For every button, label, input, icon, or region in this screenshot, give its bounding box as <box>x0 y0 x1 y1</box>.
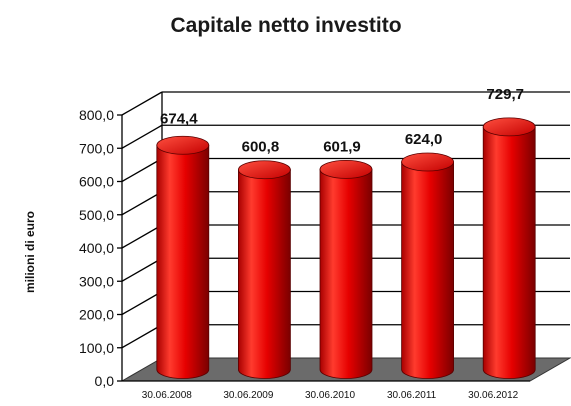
x-tick-label: 30.06.2011 <box>387 390 437 401</box>
y-axis-title: milioni di euro <box>23 211 37 293</box>
bar-body <box>319 168 373 379</box>
y-tick-label: 600,0 <box>79 174 114 190</box>
data-label: 624,0 <box>405 131 443 148</box>
bar <box>319 159 373 379</box>
gridline-diagonal <box>121 324 163 349</box>
data-label: 674,4 <box>160 110 198 127</box>
bars <box>156 117 536 379</box>
bar-body <box>156 144 210 379</box>
bar <box>401 152 455 379</box>
data-labels: 674,4 600,8 601,9 624,0 729,7 <box>160 86 524 156</box>
bar-cap <box>237 160 291 180</box>
x-axis: 30.06.2008 30.06.2009 30.06.2010 30.06.2011… <box>142 390 519 401</box>
data-label: 600,8 <box>242 139 280 156</box>
gridline-diagonal <box>121 191 163 216</box>
x-tick-label: 30.06.2009 <box>223 390 273 401</box>
chart-title: Capitale netto investito <box>170 14 401 37</box>
y-tick-label: 700,0 <box>79 140 114 156</box>
y-tick-label: 300,0 <box>79 273 114 289</box>
gridline-diagonal <box>121 124 163 149</box>
y-tick-label: 500,0 <box>79 207 114 223</box>
gridline-diagonal <box>121 257 163 282</box>
x-tick-label: 30.06.2012 <box>468 390 518 401</box>
y-tick-label: 800,0 <box>79 107 114 123</box>
y-tick-label: 0,0 <box>95 373 115 389</box>
bar-body <box>482 126 536 379</box>
bar-body <box>238 169 291 379</box>
data-label: 601,9 <box>323 138 361 155</box>
x-tick-label: 30.06.2010 <box>305 390 355 401</box>
x-tick-label: 30.06.2008 <box>142 390 192 401</box>
bar-cap <box>401 152 455 172</box>
y-tick-label: 400,0 <box>79 240 114 256</box>
y-axis: 0,0 100,0 200,0 300,0 400,0 500,0 600,0 700,0 80… <box>79 107 122 389</box>
gridline-diagonal <box>121 224 163 249</box>
bar-cap <box>319 159 373 179</box>
gridline-diagonal <box>121 290 163 316</box>
y-tick-label: 100,0 <box>79 340 114 356</box>
gridline-diagonal <box>121 157 163 183</box>
bar <box>156 135 210 379</box>
bar-cap <box>482 117 536 137</box>
data-label: 729,7 <box>486 86 524 103</box>
gridline-diagonal <box>121 91 163 116</box>
bar-body <box>401 161 454 379</box>
bar <box>237 160 291 379</box>
bar <box>482 117 536 379</box>
bar-cap <box>156 135 210 155</box>
y-tick-label: 200,0 <box>79 307 114 323</box>
